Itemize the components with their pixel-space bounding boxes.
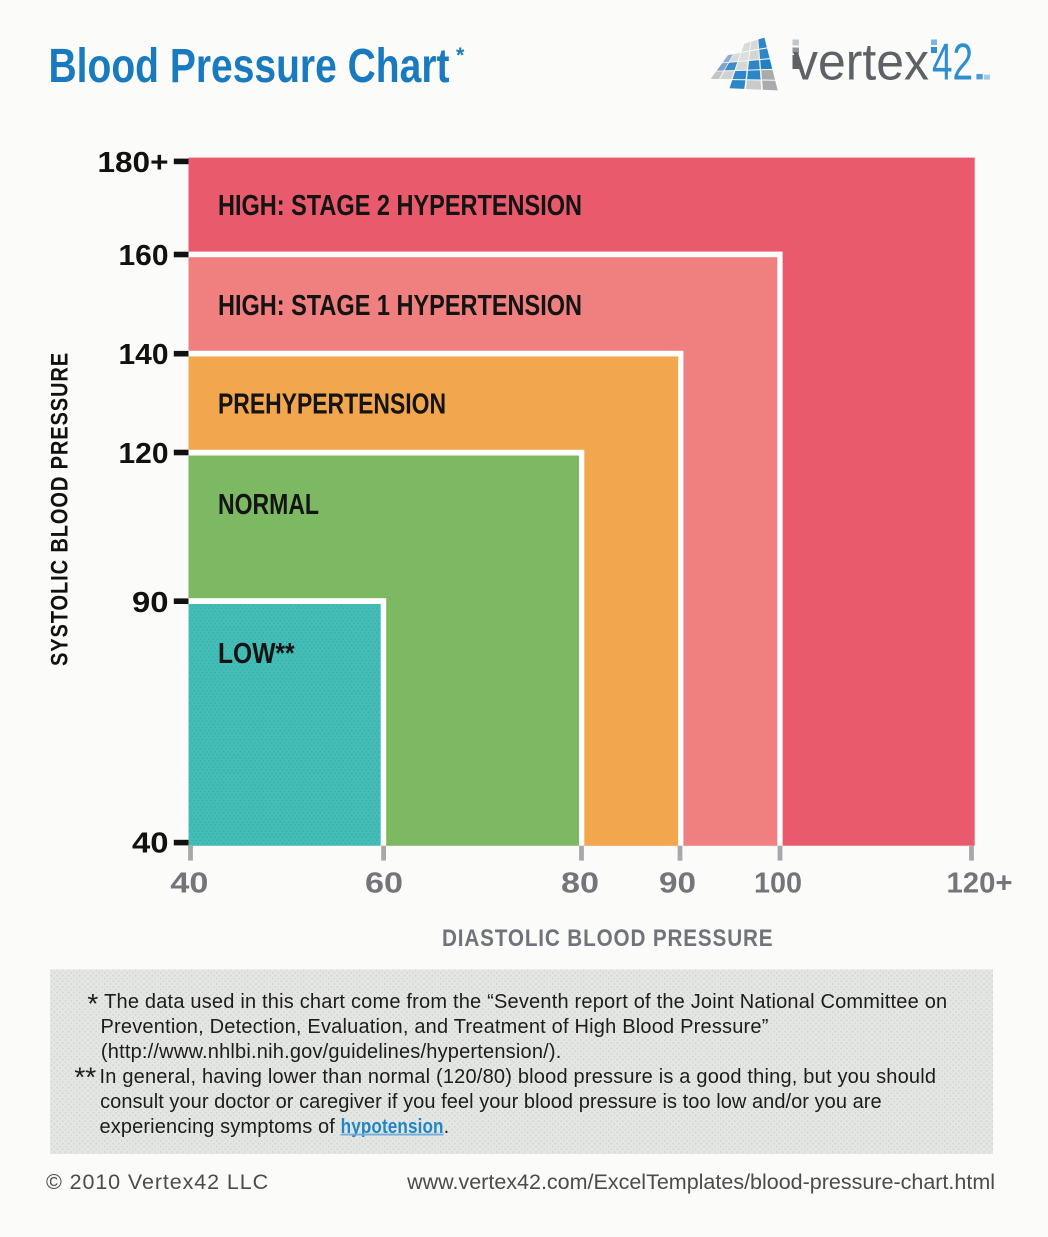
svg-text:40: 40 bbox=[170, 868, 208, 900]
svg-text:HIGH: STAGE 2 HYPERTENSION: HIGH: STAGE 2 HYPERTENSION bbox=[218, 190, 582, 222]
svg-text:160: 160 bbox=[119, 240, 169, 272]
svg-text:In general, having lower than: In general, having lower than normal (12… bbox=[100, 1066, 937, 1088]
svg-text:140: 140 bbox=[119, 339, 169, 371]
svg-text:60: 60 bbox=[365, 868, 403, 900]
svg-text:90: 90 bbox=[659, 868, 696, 900]
svg-text:PREHYPERTENSION: PREHYPERTENSION bbox=[218, 388, 446, 420]
svg-text:Prevention, Detection, Evaluat: Prevention, Detection, Evaluation, and T… bbox=[101, 1016, 769, 1038]
svg-text:90: 90 bbox=[132, 587, 169, 619]
svg-text:experiencing symptoms of hypot: experiencing symptoms of hypotension. bbox=[100, 1116, 450, 1138]
svg-text:SYSTOLIC BLOOD PRESSURE: SYSTOLIC BLOOD PRESSURE bbox=[47, 352, 74, 666]
svg-text:HIGH: STAGE 1 HYPERTENSION: HIGH: STAGE 1 HYPERTENSION bbox=[218, 290, 582, 322]
svg-text:© 2010 Vertex42 LLC: © 2010 Vertex42 LLC bbox=[46, 1170, 269, 1194]
svg-text:80: 80 bbox=[561, 868, 599, 900]
svg-text:The data used in this chart co: The data used in this chart come from th… bbox=[104, 991, 947, 1013]
svg-text:*: * bbox=[87, 988, 98, 1019]
svg-text:www.vertex42.com/ExcelTemplate: www.vertex42.com/ExcelTemplates/blood-pr… bbox=[406, 1170, 995, 1194]
svg-text:DIASTOLIC BLOOD PRESSURE: DIASTOLIC BLOOD PRESSURE bbox=[442, 925, 774, 952]
svg-text:120+: 120+ bbox=[947, 868, 1013, 900]
svg-text:(http://www.nhlbi.nih.gov/guid: (http://www.nhlbi.nih.gov/guidelines/hyp… bbox=[101, 1041, 562, 1063]
svg-text:consult your doctor or caregiv: consult your doctor or caregiver if you … bbox=[100, 1091, 882, 1113]
svg-text:42: 42 bbox=[932, 34, 973, 92]
svg-text:**: ** bbox=[74, 1062, 96, 1093]
svg-text:vertex: vertex bbox=[793, 34, 929, 92]
svg-text:180+: 180+ bbox=[98, 147, 169, 179]
svg-text:120: 120 bbox=[119, 438, 169, 470]
svg-text:100: 100 bbox=[754, 868, 802, 900]
svg-text:NORMAL: NORMAL bbox=[218, 489, 319, 521]
svg-text:40: 40 bbox=[132, 828, 169, 860]
svg-text:LOW**: LOW** bbox=[218, 638, 295, 670]
svg-text:Blood Pressure Chart: Blood Pressure Chart bbox=[49, 40, 450, 93]
svg-text:*: * bbox=[456, 43, 465, 67]
